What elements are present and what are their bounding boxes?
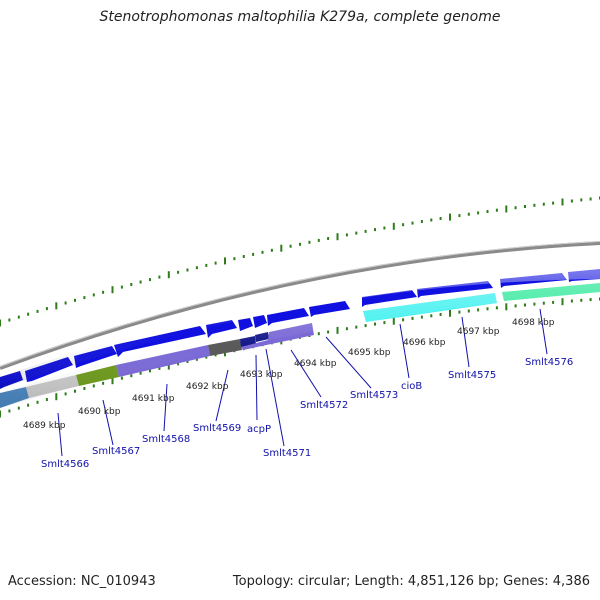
kbp-label: 4695 kbp (348, 348, 391, 358)
gene-label-smlt4575[interactable]: Smlt4575 (448, 370, 496, 381)
connector-smlt4569 (215, 369, 229, 422)
gene-label-smlt4567[interactable]: Smlt4567 (92, 446, 140, 457)
kbp-label: 4690 kbp (78, 407, 121, 417)
connector-smlt4575 (461, 316, 470, 368)
kbp-label: 4696 kbp (403, 338, 446, 348)
category-gloss (0, 283, 600, 408)
genome-backbone (0, 241, 600, 370)
connector-acpp (255, 354, 258, 421)
label-connectors (57, 308, 548, 457)
kbp-label: 4689 kbp (23, 421, 66, 431)
gene-label-smlt4573[interactable]: Smlt4573 (350, 390, 398, 401)
gene-label-smlt4569[interactable]: Smlt4569 (193, 423, 241, 434)
gene-label-smlt4572[interactable]: Smlt4572 (300, 400, 348, 411)
genome-backbone-highlight (0, 241, 600, 367)
connector-smlt4576 (539, 308, 548, 355)
fwd-gene-8[interactable] (267, 308, 309, 326)
fwd-gene-4[interactable] (114, 326, 206, 357)
connector-smlt4568 (163, 383, 168, 432)
fwd-gene-6[interactable] (238, 318, 253, 331)
kbp-label: 4693 kbp (240, 370, 283, 380)
kbp-label: 4698 kbp (512, 318, 555, 328)
accession-text: Accession: NC_010943 (8, 574, 156, 589)
fwd-gene-11[interactable] (417, 281, 493, 298)
fwd-gene-9[interactable] (309, 301, 350, 317)
connector-smlt4566 (57, 412, 63, 457)
connector-smlt4573 (325, 336, 372, 389)
gene-label-smlt4571[interactable]: Smlt4571 (263, 448, 311, 459)
outer-tick-ring (0, 196, 600, 327)
kbp-label: 4691 kbp (132, 394, 175, 404)
gene-label-ciob[interactable]: cioB (401, 381, 422, 392)
topology-summary-text: Topology: circular; Length: 4,851,126 bp… (232, 574, 590, 589)
category-track (0, 283, 600, 408)
kbp-labels: 4689 kbp 4690 kbp 4691 kbp 4692 kbp 4693… (23, 318, 555, 431)
gene-label-smlt4576[interactable]: Smlt4576 (525, 357, 573, 368)
forward-strand-track (0, 269, 600, 389)
connector-ciob (399, 323, 410, 379)
fwd-gene-10[interactable] (362, 290, 417, 307)
kbp-label: 4692 kbp (186, 382, 229, 392)
gene-label-smlt4566[interactable]: Smlt4566 (41, 459, 89, 470)
map-title: Stenotrophomonas maltophilia K279a, comp… (99, 9, 501, 25)
fwd-gene-7[interactable] (253, 315, 267, 328)
gene-label-smlt4568[interactable]: Smlt4568 (142, 434, 190, 445)
kbp-label: 4697 kbp (457, 327, 500, 337)
connector-smlt4572 (290, 349, 322, 398)
connector-smlt4567 (102, 399, 114, 446)
kbp-label: 4694 kbp (294, 359, 337, 369)
gene-label-acpp[interactable]: acpP (247, 424, 271, 435)
gene-labels: Smlt4566 Smlt4567 Smlt4568 Smlt4569 acpP… (41, 357, 573, 470)
connector-smlt4571 (265, 348, 285, 447)
